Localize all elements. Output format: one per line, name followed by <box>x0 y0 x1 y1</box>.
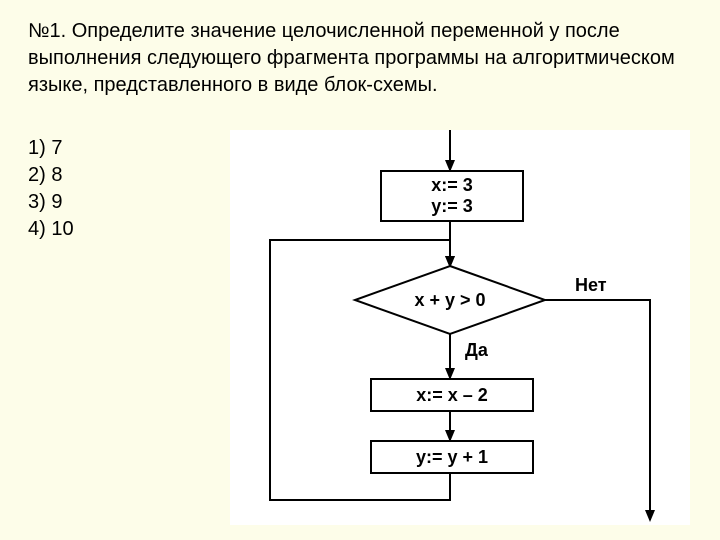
answer-4: 4) 10 <box>28 216 74 243</box>
node-step1-line1: x:= x – 2 <box>416 385 488 406</box>
question-text: №1. Определите значение целочисленной пе… <box>28 18 700 99</box>
answer-1: 1) 7 <box>28 135 74 162</box>
node-init-line1: x:= 3 <box>431 175 473 196</box>
node-step1: x:= x – 2 <box>370 378 534 412</box>
svg-text:x + y > 0: x + y > 0 <box>414 290 485 310</box>
node-init: x:= 3 y:= 3 <box>380 170 524 222</box>
label-no: Нет <box>575 275 607 296</box>
node-init-line2: y:= 3 <box>431 196 473 217</box>
node-step2-line1: y:= y + 1 <box>416 447 488 468</box>
answer-2: 2) 8 <box>28 162 74 189</box>
flowchart-panel: x + y > 0 x:= 3 y:= 3 x:= x – 2 y:= y + … <box>230 130 690 525</box>
answer-3: 3) 9 <box>28 189 74 216</box>
label-yes: Да <box>465 340 488 361</box>
node-step2: y:= y + 1 <box>370 440 534 474</box>
answer-options: 1) 7 2) 8 3) 9 4) 10 <box>28 135 74 243</box>
